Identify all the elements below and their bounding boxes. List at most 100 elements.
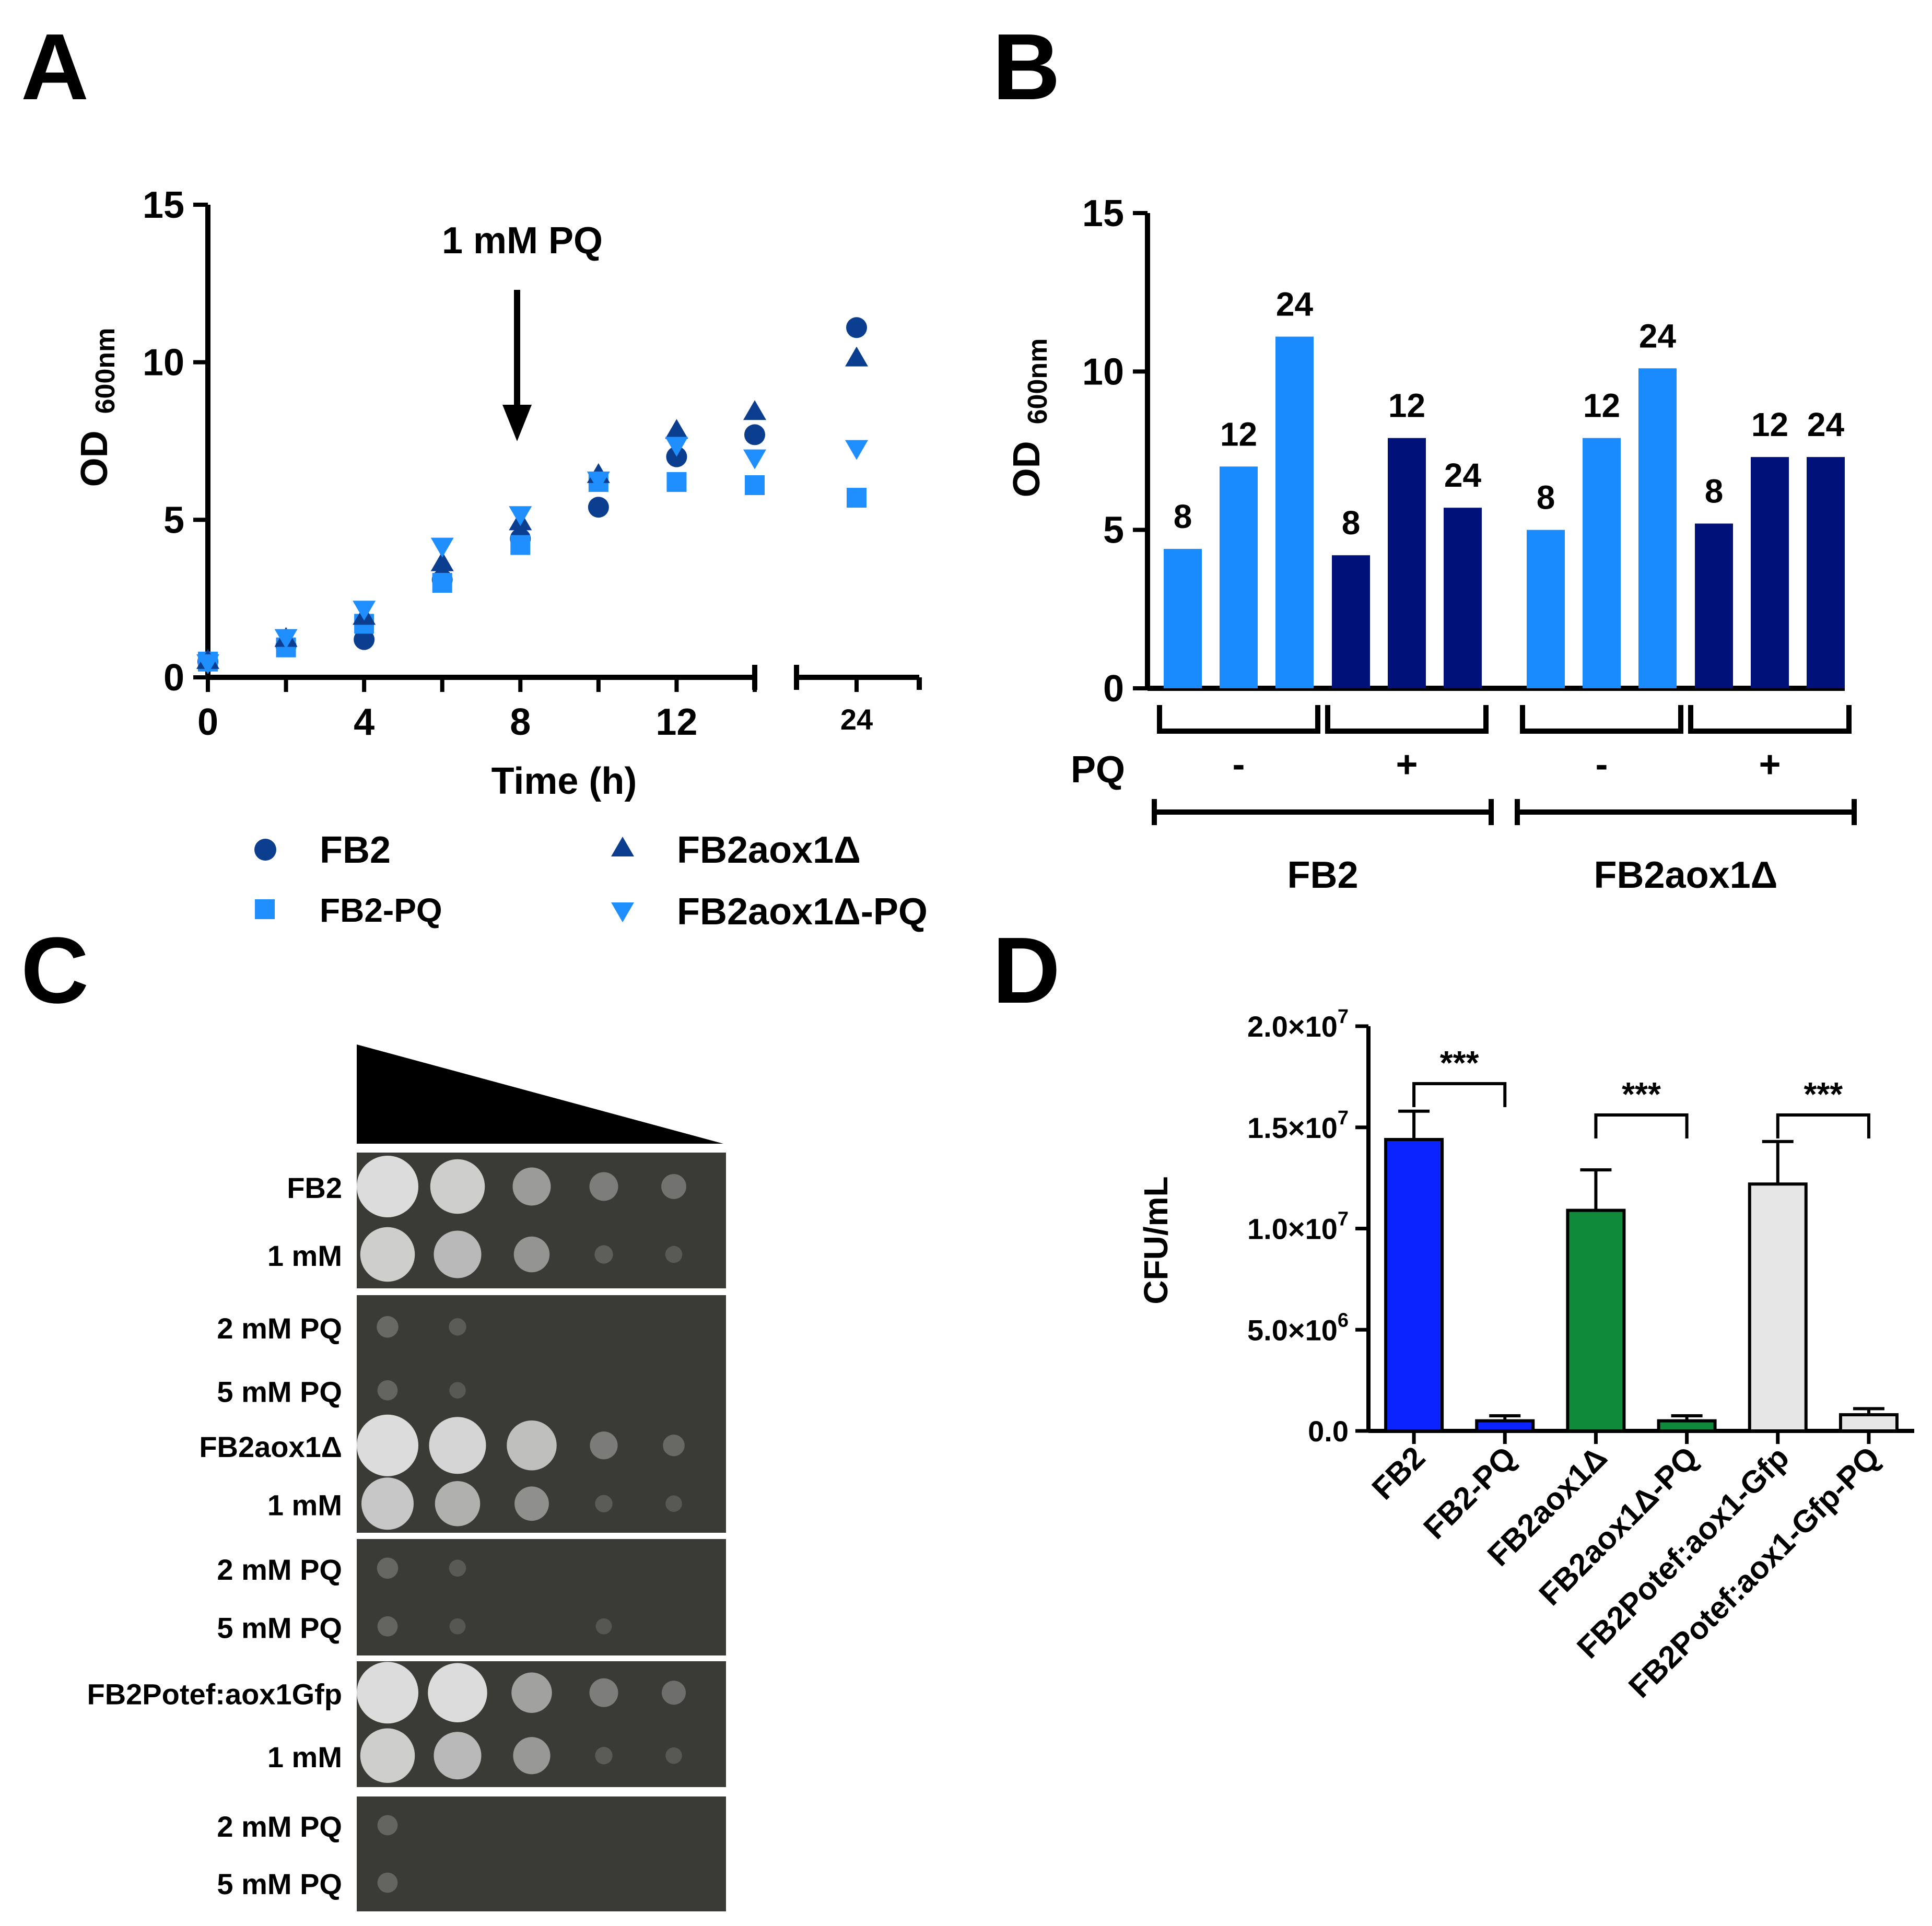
- chart-b-bar: [1275, 336, 1314, 688]
- spot-colony: [377, 1815, 398, 1836]
- chart-b-pq-sign: +: [1396, 744, 1418, 785]
- chart-d-y-tick-label: 2.0×107: [1247, 1006, 1349, 1043]
- spot-plate: [357, 1295, 726, 1422]
- spot-row-label: 5 mM PQ: [217, 1375, 342, 1408]
- chart-b-y-tick-label: 0: [1103, 668, 1124, 710]
- pq-addition-arrowhead: [502, 405, 532, 441]
- spot-colony: [428, 1663, 487, 1722]
- chart-a-point-circle: [846, 317, 867, 338]
- chart-d-bar: [1384, 1138, 1444, 1432]
- chart-b-subgroup-bracket: [1325, 705, 1489, 734]
- chart-b-y-tick-label: 5: [1103, 510, 1124, 551]
- chart-a-x-tick-label: 12: [655, 701, 697, 743]
- chart-a-point-triangle-down: [274, 629, 298, 649]
- spot-colony: [590, 1431, 618, 1460]
- chart-b-y-label: OD 600nm: [1006, 338, 1053, 498]
- chart-a-x-tick-label: 0: [197, 701, 218, 743]
- spot-colony: [377, 1616, 398, 1637]
- spot-colony: [595, 1495, 613, 1512]
- spot-colony: [665, 1495, 682, 1512]
- chart-b-bar: [1220, 466, 1258, 688]
- cfu-bar-chart: CFU/mL 0.05.0×1061.0×1071.5×1072.0×107FB…: [1137, 1006, 1914, 1705]
- chart-a-y-label-sub: 600nm: [90, 328, 121, 414]
- spot-colony: [511, 1672, 552, 1713]
- chart-d-bar: [1748, 1182, 1808, 1432]
- chart-b-subgroup-bracket: [1157, 705, 1320, 734]
- chart-d-y-tick-mantissa: 5.0×10: [1247, 1313, 1338, 1346]
- spot-colony: [589, 1678, 618, 1707]
- chart-a-point-triangle-down: [743, 449, 766, 469]
- chart-b-bars: 8 12 24 8 12 24 8 12 24 8 12 24: [1164, 286, 1845, 688]
- chart-b-pq-sign: -: [1596, 744, 1608, 785]
- spot-colony: [357, 1156, 418, 1217]
- legend-marker-fb2aox1: [611, 837, 634, 856]
- spot-colony: [357, 1662, 418, 1724]
- spot-colony: [377, 1316, 399, 1338]
- chart-a-point-triangle-down: [430, 537, 454, 558]
- spot-colony: [514, 1486, 549, 1521]
- spot-colony: [361, 1477, 414, 1530]
- chart-b-subgroup-bracket: [1520, 705, 1683, 734]
- chart-d-y-tick-mantissa: 0.0: [1308, 1415, 1349, 1448]
- chart-b-bar-label: 12: [1220, 415, 1257, 453]
- spot-colony: [449, 1382, 466, 1399]
- chart-b-bar: [1751, 457, 1789, 688]
- spot-colony: [663, 1435, 685, 1457]
- chart-b-bar: [1807, 457, 1845, 688]
- spot-colony: [512, 1167, 551, 1206]
- chart-d-y-tick-exponent: 7: [1338, 1208, 1349, 1230]
- chart-a-point-triangle-up: [665, 419, 688, 439]
- chart-d-y-tick-mantissa: 1.0×10: [1247, 1213, 1338, 1246]
- chart-a-x-tick-label: 8: [510, 701, 531, 743]
- spot-assay-plates: FB2 1 mM 2 mM PQ 5 mM PQ FB2aox1Δ 1 mM 2 mM PQ…: [87, 1153, 726, 1911]
- spot-colony: [595, 1618, 612, 1635]
- chart-b-y-tick-label: 10: [1082, 351, 1124, 393]
- chart-a-x-tick-label-24: 24: [840, 703, 873, 736]
- panel-letter-a: A: [21, 15, 89, 120]
- chart-b-bar-label: 8: [1537, 479, 1555, 516]
- chart-b-bar: [1695, 523, 1733, 688]
- chart-b-strain-label: FB2aox1Δ: [1594, 854, 1778, 896]
- spot-colony: [360, 1728, 415, 1783]
- legend-label-fb2aox1: FB2aox1Δ: [677, 829, 861, 871]
- chart-a-y-tick-label: 10: [143, 342, 184, 384]
- chart-b-pq-row-label: PQ: [1071, 749, 1125, 791]
- legend-marker-fb2aox1-pq: [611, 902, 634, 922]
- spot-plate: [357, 1796, 726, 1911]
- spot-colony: [377, 1380, 398, 1401]
- spot-row-label: FB2aox1Δ: [199, 1430, 342, 1463]
- panel-letter-c: C: [21, 918, 89, 1023]
- chart-a-x-tick-label: 4: [354, 701, 374, 743]
- chart-a-point-square: [666, 472, 687, 492]
- chart-a-point-triangle-down: [196, 654, 219, 674]
- chart-d-y-label: CFU/mL: [1137, 1176, 1175, 1304]
- chart-d-significance-label: ***: [1440, 1044, 1479, 1082]
- spot-row-label: 1 mM: [267, 1488, 342, 1521]
- chart-b-bar-label: 8: [1342, 504, 1361, 542]
- chart-d-bar: [1839, 1413, 1899, 1432]
- chart-a-point-triangle-up: [845, 346, 868, 367]
- spot-colony: [435, 1481, 481, 1526]
- legend-marker-fb2: [254, 839, 276, 861]
- spot-plate: [357, 1539, 726, 1655]
- chart-a-x-label: Time (h): [491, 760, 637, 802]
- dilution-wedge: [357, 1044, 723, 1144]
- chart-b-bar: [1164, 549, 1202, 688]
- chart-d-significance-bracket: [1412, 1082, 1507, 1107]
- chart-d-y-tick-label: 1.5×107: [1247, 1107, 1349, 1144]
- spot-colony: [449, 1559, 466, 1577]
- spot-colony: [434, 1230, 482, 1278]
- spot-colony: [429, 1417, 486, 1474]
- spot-colony: [357, 1414, 418, 1476]
- chart-a-point-triangle-down: [845, 440, 868, 460]
- chart-b-bar-label: 24: [1807, 406, 1845, 443]
- chart-a-point-square: [432, 573, 452, 593]
- spot-row-label: 2 mM PQ: [217, 1553, 342, 1586]
- chart-b-subgroup-bracket: [1688, 705, 1852, 734]
- spot-colony: [662, 1681, 686, 1705]
- chart-a-y-tick-label: 15: [143, 184, 184, 226]
- chart-b-y-label-sub: 600nm: [1023, 338, 1053, 425]
- chart-b-bar-label: 12: [1388, 387, 1425, 425]
